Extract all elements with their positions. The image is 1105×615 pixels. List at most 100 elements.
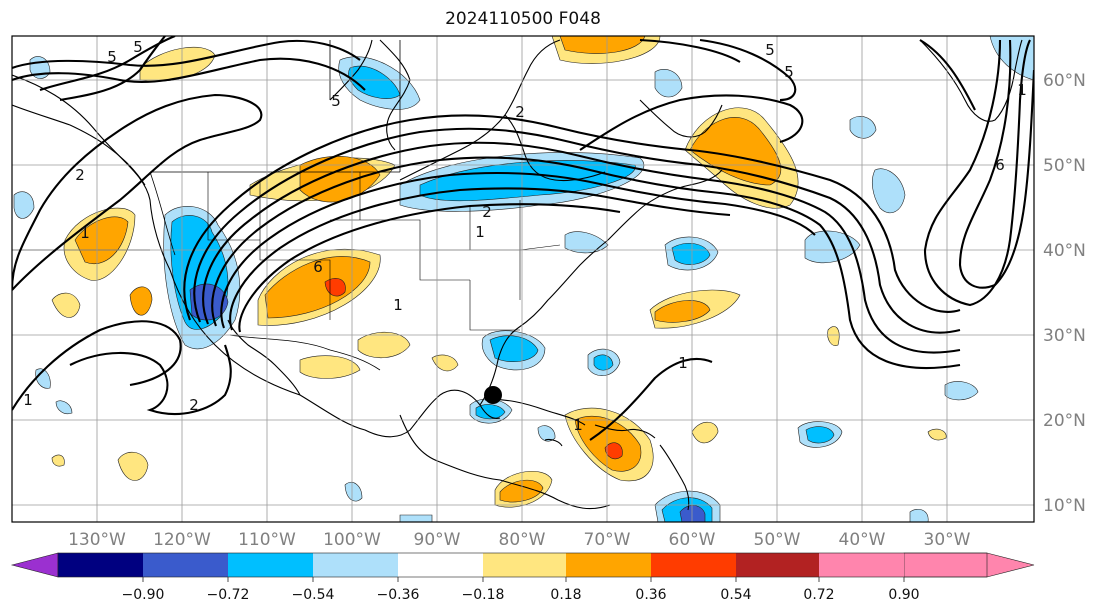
- anomaly-blob: [805, 426, 835, 444]
- contour-label: 1: [573, 416, 583, 434]
- graticule: [12, 36, 1034, 522]
- contour-label: 6: [313, 258, 323, 276]
- colorbar-segment: [483, 553, 566, 577]
- lat-label: 30°N: [1043, 326, 1086, 346]
- contour-label: 5: [765, 41, 775, 59]
- colorbar-tick-label: 0.18: [550, 587, 581, 603]
- anomaly-blob: [399, 514, 433, 522]
- longitude-labels: 130°W 120°W 110°W 100°W 90°W 80°W 70°W 6…: [68, 530, 971, 550]
- anomaly-blob: [849, 116, 877, 139]
- anomaly-blob: [691, 421, 719, 444]
- anomaly-blob: [475, 404, 506, 420]
- latitude-labels: 60°N 50°N 40°N 30°N 20°N 10°N: [1043, 71, 1086, 516]
- contour-label: 2: [75, 166, 85, 184]
- anomaly-blob: [593, 354, 614, 371]
- contour-label: 6: [995, 156, 1005, 174]
- lon-label: 110°W: [238, 530, 296, 550]
- anomaly-blob: [117, 452, 149, 481]
- anomaly-blob: [559, 36, 646, 54]
- anomaly-blob: [679, 505, 706, 522]
- anomaly-blob: [344, 481, 363, 502]
- colorbar-tick-label: −0.18: [462, 587, 505, 603]
- anomaly-blob: [871, 168, 906, 214]
- contour-label: 5: [133, 38, 143, 56]
- anomaly-blob: [604, 442, 623, 460]
- colorbar-outline: [57, 552, 988, 578]
- contour-label: 1: [80, 224, 90, 242]
- contour-label: 5: [107, 48, 117, 66]
- lat-label: 60°N: [1043, 71, 1086, 91]
- anomaly-blob: [827, 326, 840, 346]
- anomaly-blob: [927, 428, 947, 441]
- lon-label: 30°W: [924, 530, 971, 550]
- colorbar-tick-label: −0.36: [377, 587, 420, 603]
- colorbar-segment: [566, 553, 651, 577]
- contour-label: 5: [331, 92, 341, 110]
- anomaly-blob: [431, 354, 459, 372]
- colorbar-tick-label: −0.90: [122, 587, 165, 603]
- colorbar-segment: [313, 553, 398, 577]
- lat-label: 40°N: [1043, 241, 1086, 261]
- colorbar-segment: [819, 553, 904, 577]
- colorbar-segment: [228, 553, 313, 577]
- anomaly-blob: [499, 479, 544, 503]
- lon-label: 90°W: [414, 530, 461, 550]
- colorbar-segment: [398, 553, 483, 577]
- anomaly-blob: [689, 117, 782, 186]
- colorbar-tick-label: −0.72: [207, 587, 250, 603]
- colorbar-tick-label: 0.54: [720, 587, 751, 603]
- colorbar-ticks: [142, 577, 905, 582]
- anomaly-blob: [489, 335, 539, 363]
- anomaly-blob: [537, 425, 556, 442]
- contour-label: 1: [678, 354, 688, 372]
- anomaly-blob: [264, 256, 371, 319]
- colorbar-segment: [58, 553, 143, 577]
- anomaly-blob: [944, 381, 979, 401]
- anomaly-blob: [564, 231, 609, 254]
- anomaly-blob: [654, 68, 683, 98]
- anomaly-blob: [13, 191, 35, 219]
- colorbar-tick-label: −0.54: [292, 587, 335, 603]
- colorbar-extend-low: [10, 552, 59, 578]
- colorbar-extend-high: [903, 552, 1035, 578]
- contour-label: 5: [784, 63, 794, 81]
- contour-label: 1: [393, 296, 403, 314]
- anomaly-blob: [51, 292, 81, 318]
- anomaly-blob: [129, 286, 153, 316]
- anomaly-blob: [654, 300, 711, 323]
- lon-label: 40°W: [839, 530, 886, 550]
- lon-label: 100°W: [323, 530, 381, 550]
- contour-labels: 5 5 5 2 2 1 1 6 2 1 5 6 1 1 2 1 5 1: [23, 38, 1027, 434]
- contour-label: 2: [189, 396, 199, 414]
- height-contours: [12, 36, 1034, 441]
- anomaly-blob: [671, 242, 711, 265]
- lat-label: 50°N: [1043, 156, 1086, 176]
- colorbar-tick-label: 0.36: [635, 587, 666, 603]
- anomaly-blob: [909, 509, 929, 522]
- colorbar: −0.90 −0.72 −0.54 −0.36 −0.18 0.18 0.36 …: [10, 552, 1035, 603]
- contour-label: 1: [1017, 81, 1027, 99]
- colorbar-segment: [651, 553, 736, 577]
- lat-label: 20°N: [1043, 411, 1086, 431]
- plot-title: 2024110500 F048: [445, 9, 601, 29]
- lon-label: 120°W: [153, 530, 211, 550]
- lon-label: 50°W: [754, 530, 801, 550]
- anomaly-blob: [419, 160, 636, 202]
- lon-label: 130°W: [68, 530, 126, 550]
- storm-position-dot: [484, 386, 502, 404]
- contour-label: 2: [482, 203, 492, 221]
- contour-label: 1: [475, 223, 485, 241]
- map-frame: [11, 35, 1035, 523]
- lon-label: 80°W: [499, 530, 546, 550]
- anomaly-blob: [51, 454, 65, 467]
- colorbar-tick-label: 0.72: [803, 587, 834, 603]
- contour-label: 1: [23, 391, 33, 409]
- anomaly-blob: [357, 331, 411, 359]
- lon-label: 70°W: [584, 530, 631, 550]
- colorbar-segment: [143, 553, 228, 577]
- lon-label: 60°W: [669, 530, 716, 550]
- anomaly-blob: [55, 400, 73, 415]
- colorbar-tick-label: 0.90: [888, 587, 919, 603]
- anomaly-blob: [299, 355, 361, 379]
- lat-label: 10°N: [1043, 496, 1086, 516]
